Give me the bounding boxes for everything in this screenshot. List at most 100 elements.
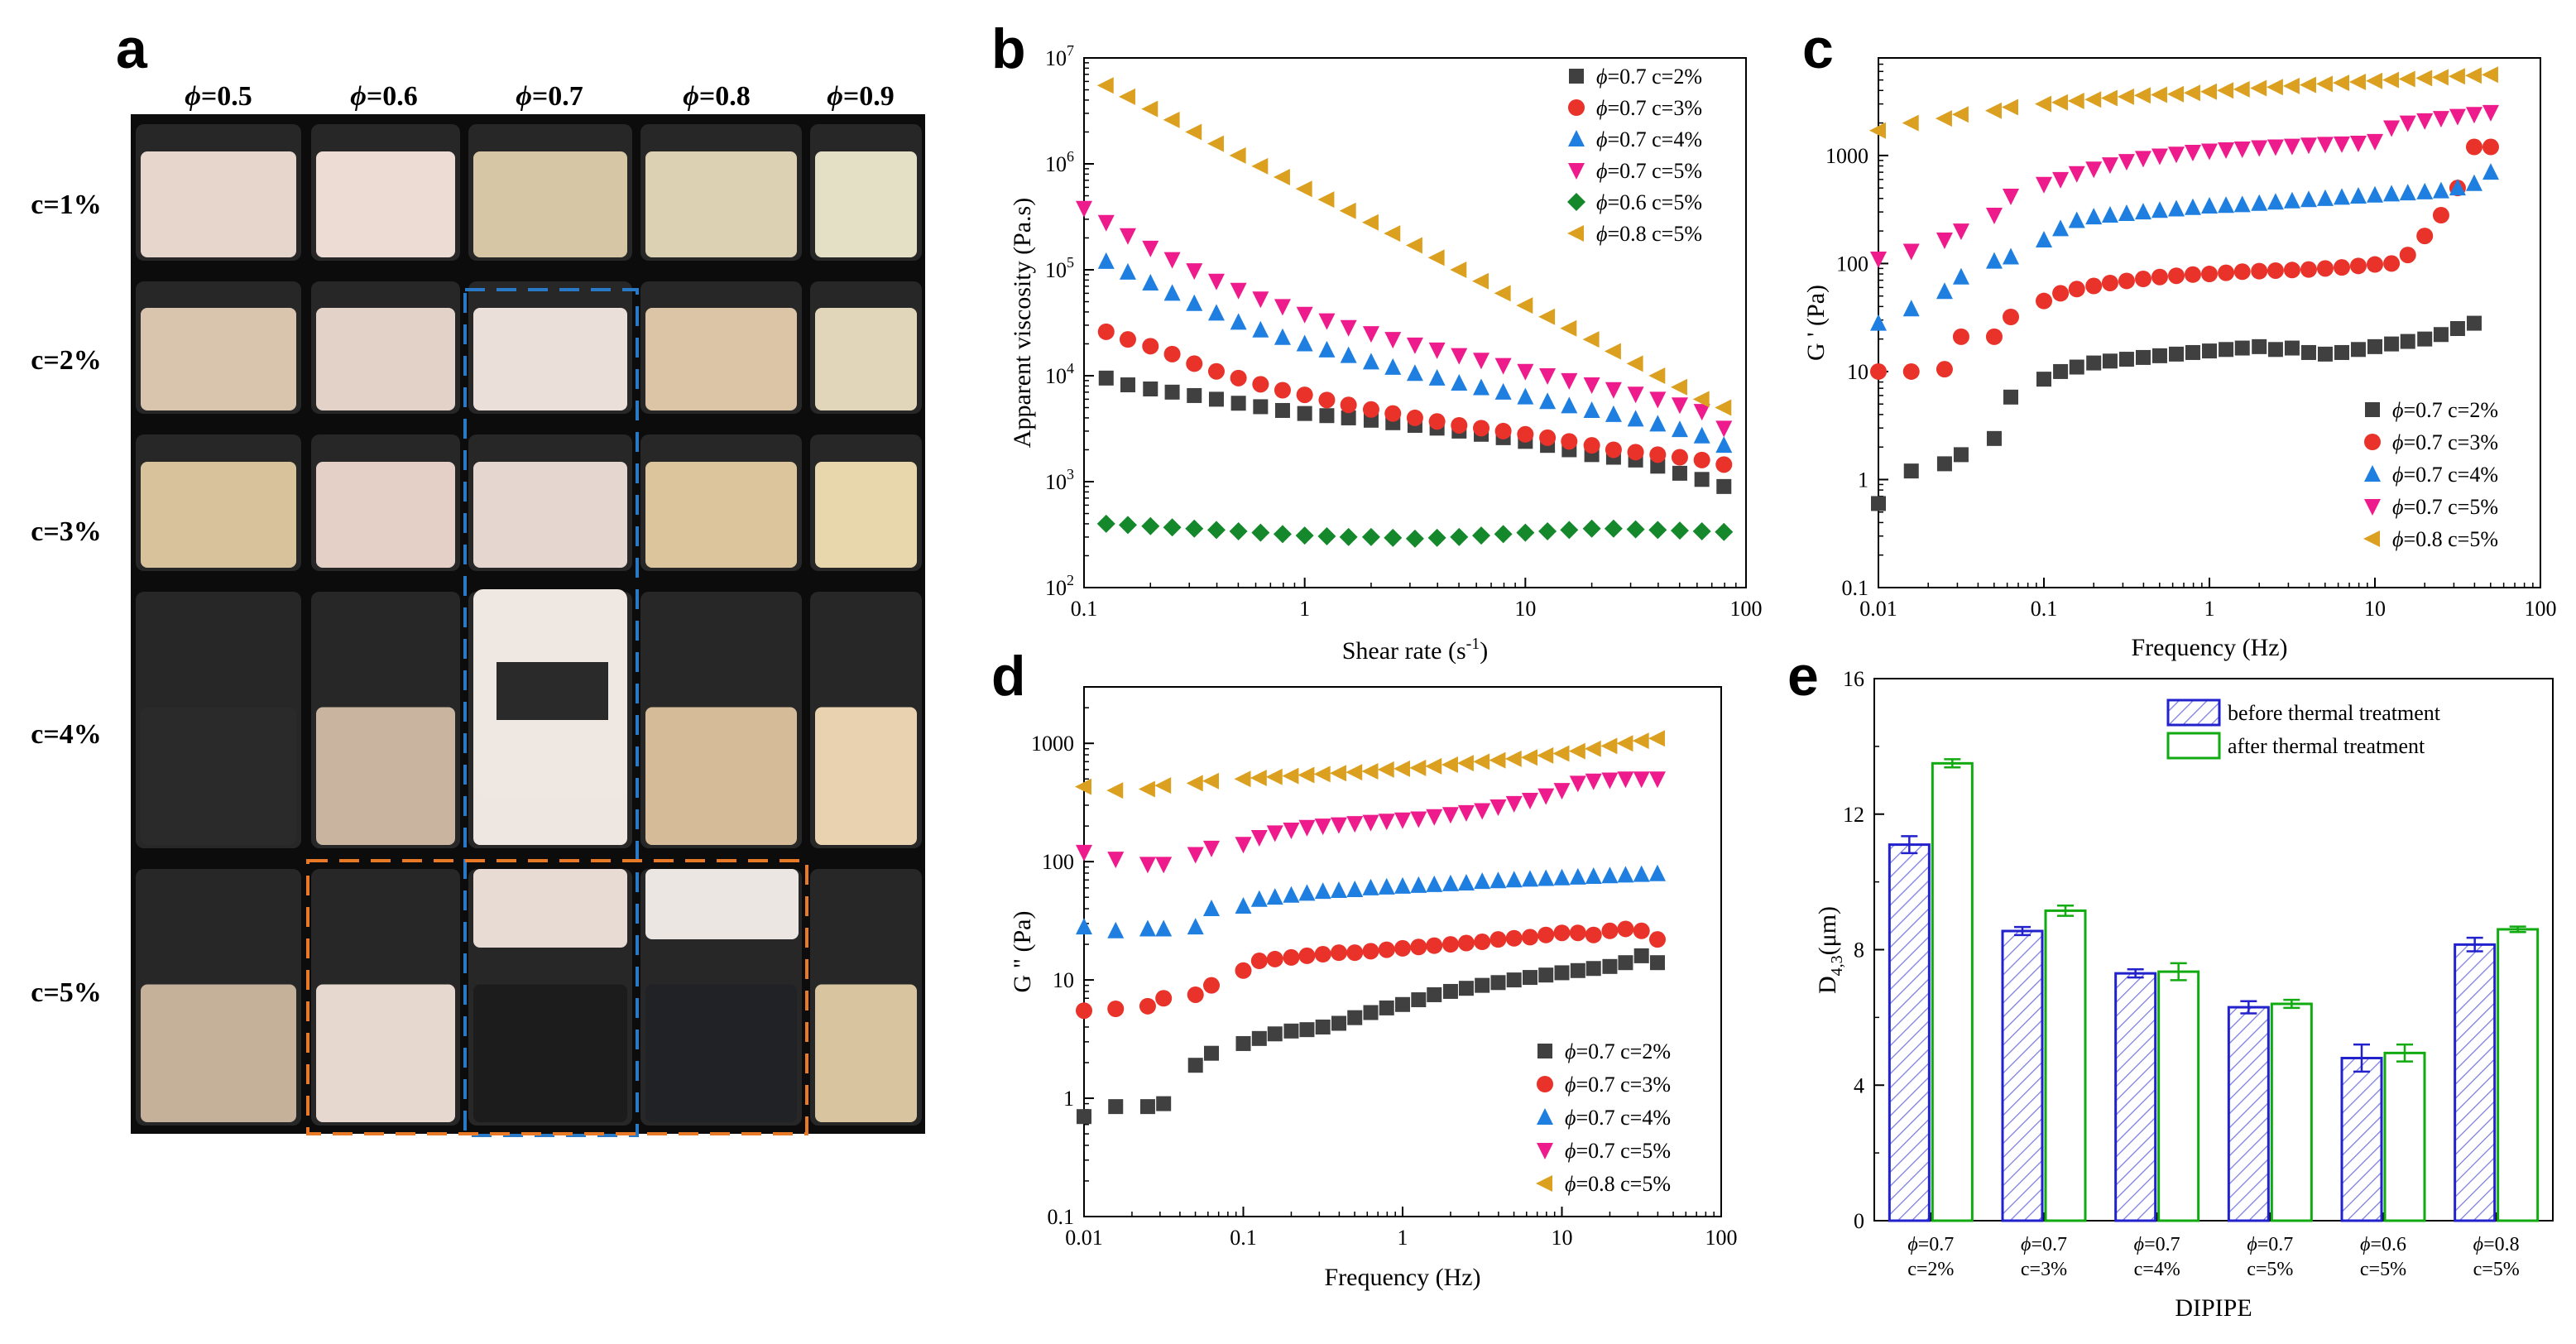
highlight-box-blue [463,288,639,1137]
data-point [1187,847,1204,864]
data-point [1075,778,1091,795]
data-point [2168,199,2185,217]
data-point [1473,353,1490,370]
data-point [1317,527,1336,546]
data-point [1314,818,1331,836]
data-point [1902,362,1920,380]
panel-b: b 0.1 1 10 100 102 103 104 105 106 107 ϕ=0.7 c=2%… [991,17,1763,665]
data-point [1626,520,1645,539]
bars-e [1888,758,2540,1222]
legend-marker [1567,225,1584,242]
legend-item: ϕ=0.7 c=4% [2364,463,2498,487]
data-point [1617,920,1634,938]
data-point [2167,85,2185,103]
data-point [2349,257,2367,275]
data-point [1584,740,1601,757]
data-point [2101,274,2118,291]
y-tick-label: 103 [1045,466,1074,494]
data-point [1155,857,1173,874]
series-points [1077,948,1665,1125]
data-point [1984,102,2002,119]
data-point [1378,814,1395,831]
data-point [1142,273,1159,290]
data-point [1347,1010,1363,1025]
legend-item: ϕ=0.7 c=4% [1537,1106,1671,1130]
data-point [1553,783,1571,800]
x-category-label: ϕ=0.7 [2134,1234,2180,1255]
data-point [2282,77,2300,94]
data-point [1441,756,1458,773]
legend-label: ϕ=0.7 c=2% [2392,398,2498,422]
data-point [1318,340,1336,358]
x-category-label: ϕ=0.7 [1907,1234,1954,1255]
data-point [1648,730,1665,747]
data-point [1319,408,1335,424]
data-point [1523,970,1538,986]
data-point [1428,342,1446,359]
data-point [1426,875,1443,892]
y-axis-title-c: G ' (Pa) [1802,285,1830,361]
data-point [1671,420,1688,438]
sample-jar [810,281,922,414]
data-point [2267,139,2284,156]
data-point [1427,528,1446,547]
x-tick-label: 100 [2525,597,2557,621]
data-point [2333,74,2350,92]
legend-label: after thermal treatment [2228,734,2425,758]
data-point [1716,478,1732,494]
data-point [1410,876,1427,893]
x-category-label: ϕ=0.7 [2247,1234,2293,1255]
data-point [2466,315,2482,331]
data-point [1474,803,1491,820]
x-category-label: c=4% [2134,1259,2180,1280]
data-point [1318,313,1336,330]
sample-jar [136,281,301,414]
data-point [1267,1026,1283,1042]
data-point [1107,921,1125,938]
data-point [1207,362,1225,380]
data-point [1298,766,1315,784]
data-point [1505,795,1523,813]
y-tick-label: 16 [1843,667,1864,691]
legend-marker [2364,465,2381,482]
legend-item: ϕ=0.8 c=5% [1536,1172,1671,1196]
data-point [2315,75,2333,93]
data-point [1250,770,1267,787]
data-point [1425,757,1442,775]
data-point [1296,386,1313,404]
series-points [1076,920,1666,1020]
data-point [1295,180,1312,198]
data-point [2252,338,2267,354]
data-point [2151,201,2168,218]
photo-column-label: ϕ=0.6 [350,81,418,112]
data-point [1340,346,1357,363]
data-point [1340,319,1357,337]
data-point [2465,174,2482,191]
data-point [1187,986,1204,1003]
data-point [2284,340,2300,356]
data-point [1253,399,1269,415]
data-point [1474,934,1491,951]
data-point [1283,886,1300,903]
data-point [1505,929,1523,947]
data-point [1283,822,1300,839]
data-point [2168,146,2185,164]
data-point [1141,516,1160,535]
data-point [1985,328,2003,345]
data-point [1458,981,1474,996]
data-point [2367,338,2382,354]
data-point [2051,94,2069,111]
panel-letter-e: e [1787,645,1819,708]
data-point [2053,363,2069,379]
legend-label: ϕ=0.7 c=5% [1596,159,1702,183]
panel-a: a ϕ=0.5 ϕ=0.6 ϕ=0.7 ϕ=0.8 ϕ=0.9 c=1% c=2% c=3%… [31,17,925,1137]
data-point [2085,208,2103,225]
data-point [2184,145,2201,162]
data-point [2334,259,2351,276]
data-point [1715,456,1733,473]
data-point [2416,182,2434,199]
legend-e: before thermal treatment after thermal tr… [2166,698,2441,760]
photo-column-labels: ϕ=0.5 ϕ=0.6 ϕ=0.7 ϕ=0.8 ϕ=0.9 [185,81,895,112]
data-point [1985,252,2003,269]
y-tick-label: 10 [1053,968,1074,992]
